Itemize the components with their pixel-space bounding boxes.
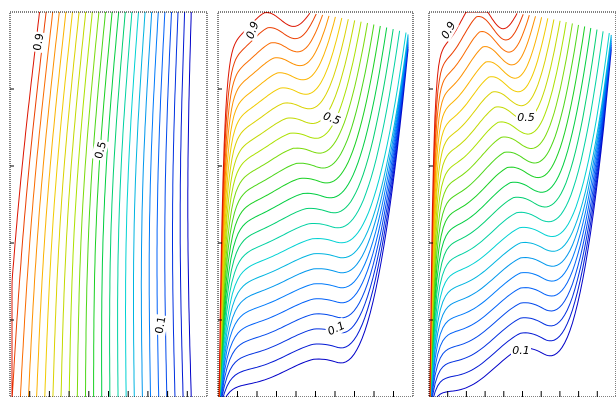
contour-line: [218, 20, 356, 397]
contour-line: [19, 12, 54, 397]
contour-line: [218, 15, 330, 397]
contour-line: [433, 47, 612, 397]
contour-line: [429, 33, 610, 397]
contour-line: [218, 21, 362, 397]
contour-line: [187, 12, 192, 397]
contour-panel-3: 0.9 0.5 0.1: [428, 11, 616, 398]
contour-line: [11, 12, 47, 397]
contour-line: [218, 12, 311, 397]
contour-line: [218, 27, 388, 397]
contour-line: [218, 25, 381, 397]
contour-label-bg: [323, 317, 349, 339]
contour-line: [430, 38, 612, 397]
contour-line: [430, 40, 612, 397]
contour-label: 0.9: [438, 19, 458, 41]
contour-line: [172, 12, 179, 397]
contour-line: [218, 22, 368, 397]
contour-line: [93, 12, 113, 397]
contour-line: [219, 38, 409, 397]
contour-line: [117, 12, 133, 397]
contour-line: [429, 24, 579, 397]
contour-line: [218, 13, 317, 397]
contour-label: 0.9: [31, 32, 47, 51]
contour-line: [36, 12, 67, 397]
contour-line: [156, 12, 166, 397]
contour-line: [431, 44, 612, 397]
contour-line: [429, 16, 536, 397]
panel-frame: [428, 11, 616, 398]
contour-line: [148, 12, 159, 397]
contour-line: [429, 17, 543, 397]
contour-line: [430, 34, 612, 397]
contour-line: [429, 12, 518, 397]
contour-label-bg: [436, 17, 460, 43]
contour-label-bg: [29, 30, 47, 54]
contour-line: [179, 12, 186, 397]
contour-line: [429, 27, 592, 397]
contour-line: [60, 12, 87, 397]
contour-line: [125, 12, 139, 397]
contour-line: [222, 46, 409, 397]
contour-line: [220, 42, 409, 397]
contour-label: 0.5: [321, 109, 342, 127]
contour-line: [430, 36, 612, 397]
contour-line: [68, 12, 93, 397]
contour-label-bg: [320, 108, 344, 128]
contour-line: [219, 30, 401, 397]
contour-line: [218, 14, 324, 397]
contour-line: [219, 32, 407, 397]
contour-line: [109, 12, 126, 397]
contour-label-bg: [516, 110, 536, 124]
contour-line: [133, 12, 146, 397]
contour-line: [225, 48, 409, 397]
contour-line: [218, 16, 336, 397]
contour-line: [218, 17, 343, 397]
contour-line: [218, 24, 375, 397]
contour-line: [101, 12, 120, 397]
contour-line: [85, 12, 106, 397]
contour-line: [76, 12, 100, 397]
contour-label: 0.1: [153, 315, 169, 334]
contour-line: [429, 23, 573, 397]
contour-label: 0.5: [92, 140, 109, 160]
contour-line: [429, 22, 567, 397]
contour-label: 0.1: [512, 344, 530, 357]
contour-line: [218, 19, 349, 397]
contour-line: [28, 12, 60, 397]
contour-line: [219, 36, 409, 397]
contour-label: 0.5: [517, 111, 535, 124]
contour-line: [219, 40, 409, 397]
contour-line: [429, 19, 555, 397]
panel-frame: [217, 11, 414, 398]
contour-panel-2: 0.90.50.1: [217, 11, 414, 398]
contour-line: [11, 12, 40, 397]
contour-line: [218, 29, 394, 397]
contour-line: [52, 12, 80, 397]
contour-line: [429, 20, 561, 397]
contour-label-bg: [151, 313, 169, 337]
contour-panel-1: 0.9 0.5 0.1: [9, 11, 208, 398]
contour-line: [140, 12, 153, 397]
contour-line: [221, 44, 409, 397]
contour-line: [430, 42, 612, 397]
contour-label-bg: [90, 138, 110, 162]
contour-line: [429, 14, 524, 397]
contour-label-bg: [511, 343, 531, 357]
contour-label-bg: [242, 18, 262, 42]
contour-line: [429, 15, 530, 397]
contour-label: 0.9: [243, 20, 261, 41]
contour-line: [429, 29, 598, 397]
contour-line: [429, 31, 604, 397]
contour-line: [219, 34, 409, 397]
contour-line: [164, 12, 172, 397]
contour-line: [429, 18, 549, 397]
contour-line: [44, 12, 73, 397]
contour-line: [429, 26, 586, 397]
